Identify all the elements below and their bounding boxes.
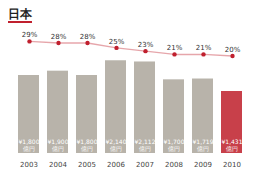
svg-text:¥1,800億円: ¥1,800億円 [19, 138, 40, 152]
svg-text:2006: 2006 [107, 161, 125, 169]
svg-text:23%: 23% [138, 41, 154, 49]
svg-text:2007: 2007 [136, 161, 154, 169]
svg-text:¥1,900億円: ¥1,900億円 [48, 138, 69, 152]
svg-text:¥1,719億円: ¥1,719億円 [193, 138, 214, 152]
svg-text:21%: 21% [167, 44, 183, 52]
svg-text:¥1,431億円: ¥1,431億円 [222, 138, 243, 152]
svg-text:2004: 2004 [49, 161, 67, 169]
svg-text:2003: 2003 [20, 161, 38, 169]
svg-text:¥1,700億円: ¥1,700億円 [164, 138, 185, 152]
html-text:日本: 日本 [8, 7, 32, 21]
svg-text:21%: 21% [196, 44, 212, 52]
svg-text:29%: 29% [22, 31, 38, 39]
svg-text:2009: 2009 [194, 161, 212, 169]
svg-text:¥2,112億円: ¥2,112億円 [135, 138, 156, 152]
svg-text:28%: 28% [51, 33, 67, 41]
svg-text:2005: 2005 [78, 161, 96, 169]
svg-text:25%: 25% [109, 38, 125, 46]
svg-text:20%: 20% [225, 46, 241, 54]
svg-text:28%: 28% [80, 33, 96, 41]
svg-text:2010: 2010 [223, 161, 241, 169]
svg-text:2008: 2008 [165, 161, 183, 169]
svg-text:¥1,800億円: ¥1,800億円 [77, 138, 98, 152]
svg-text:¥2,140億円: ¥2,140億円 [106, 138, 127, 152]
